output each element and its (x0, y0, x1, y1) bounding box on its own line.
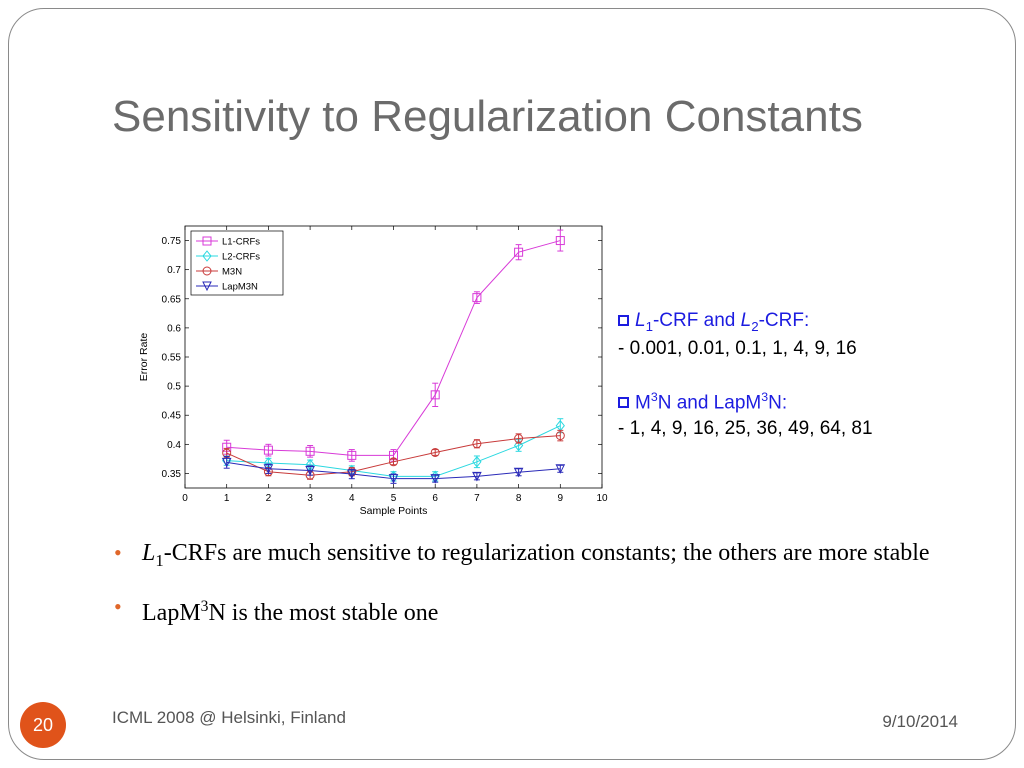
data-point (513, 467, 524, 478)
data-point (347, 450, 357, 460)
bullet-item: • LapM3N is the most stable one (112, 590, 972, 630)
y-tick-label: 0.7 (167, 265, 181, 276)
data-point (513, 439, 524, 452)
y-tick-label: 0.5 (167, 382, 181, 393)
data-point (221, 457, 232, 468)
x-tick-label: 8 (516, 493, 522, 504)
data-point (555, 464, 566, 474)
y-tick-label: 0.75 (162, 236, 182, 247)
data-point (389, 457, 398, 467)
y-tick-label: 0.4 (167, 440, 181, 451)
data-point (346, 469, 357, 480)
x-tick-label: 1 (224, 493, 230, 504)
legend-label: L1-CRFs (222, 237, 260, 248)
param-group-m3n-values: - 1, 4, 9, 16, 25, 36, 49, 64, 81 (618, 418, 873, 440)
error-rate-chart: 0 1 2 3 4 5 6 7 8 9 10 0.35 0.4 0.45 0.5 0.55 0.6 0.65 0.7… (138, 225, 608, 517)
bullet-list: • L1-CRFs are much sensitive to regulariz… (112, 536, 972, 642)
checkbox-bullet-icon (618, 315, 629, 326)
data-point (472, 439, 482, 449)
y-tick-label: 0.45 (162, 411, 182, 422)
data-point (263, 464, 274, 474)
x-tick-label: 9 (558, 493, 564, 504)
bullet-item: • L1-CRFs are much sensitive to regulariz… (112, 536, 972, 578)
y-tick-label: 0.6 (167, 323, 181, 334)
x-tick-label: 4 (349, 493, 355, 504)
data-point (305, 466, 315, 476)
y-tick-label: 0.35 (162, 469, 182, 480)
x-tick-label: 7 (474, 493, 480, 504)
x-tick-label: 5 (391, 493, 397, 504)
data-point (472, 471, 482, 482)
data-point (430, 447, 440, 457)
legend-marker (202, 281, 212, 292)
x-tick-label: 10 (596, 493, 608, 504)
data-point (472, 455, 482, 468)
y-tick-label: 0.65 (162, 294, 182, 305)
data-point (555, 236, 565, 246)
legend-label: M3N (222, 267, 242, 278)
slide-title: Sensitivity to Regularization Constants (112, 92, 863, 141)
y-axis-label: Error Rate (138, 333, 150, 382)
param-group-m3n-heading: M3N and LapM3N: (618, 390, 958, 414)
bullet-dot-icon: • (114, 540, 122, 565)
legend-label: L2-CRFs (222, 252, 260, 263)
x-axis-label: Sample Points (360, 505, 428, 517)
param-group-crf-heading: L1-CRF and L2-CRF: (618, 310, 958, 334)
data-point (388, 474, 399, 484)
x-tick-label: 2 (266, 493, 272, 504)
x-tick-label: 0 (182, 493, 188, 504)
legend-marker (202, 250, 212, 262)
data-point (430, 474, 441, 484)
legend-label: LapM3N (222, 282, 258, 293)
data-point (305, 446, 315, 456)
legend-marker (202, 266, 212, 276)
data-point (555, 431, 565, 441)
slide-date: 9/10/2014 (882, 712, 958, 731)
regularization-params: L1-CRF and L2-CRF: - 0.001, 0.01, 0.1, 1… (618, 310, 958, 440)
y-tick-label: 0.55 (162, 353, 182, 364)
data-point (514, 434, 524, 444)
footer-text: ICML 2008 @ Helsinki, Finland (112, 708, 346, 727)
param-group-crf-values: - 0.001, 0.01, 0.1, 1, 4, 9, 16 (618, 337, 857, 359)
x-tick-label: 3 (307, 493, 313, 504)
data-point (430, 390, 440, 400)
legend-marker (202, 236, 212, 246)
legend-box (190, 230, 284, 296)
data-point (514, 247, 524, 257)
data-point (472, 293, 482, 303)
x-tick-label: 6 (432, 493, 438, 504)
data-point (263, 445, 273, 455)
checkbox-bullet-icon (618, 397, 629, 409)
bullet-dot-icon: • (114, 593, 122, 619)
slide-number-badge: 20 (20, 702, 66, 748)
